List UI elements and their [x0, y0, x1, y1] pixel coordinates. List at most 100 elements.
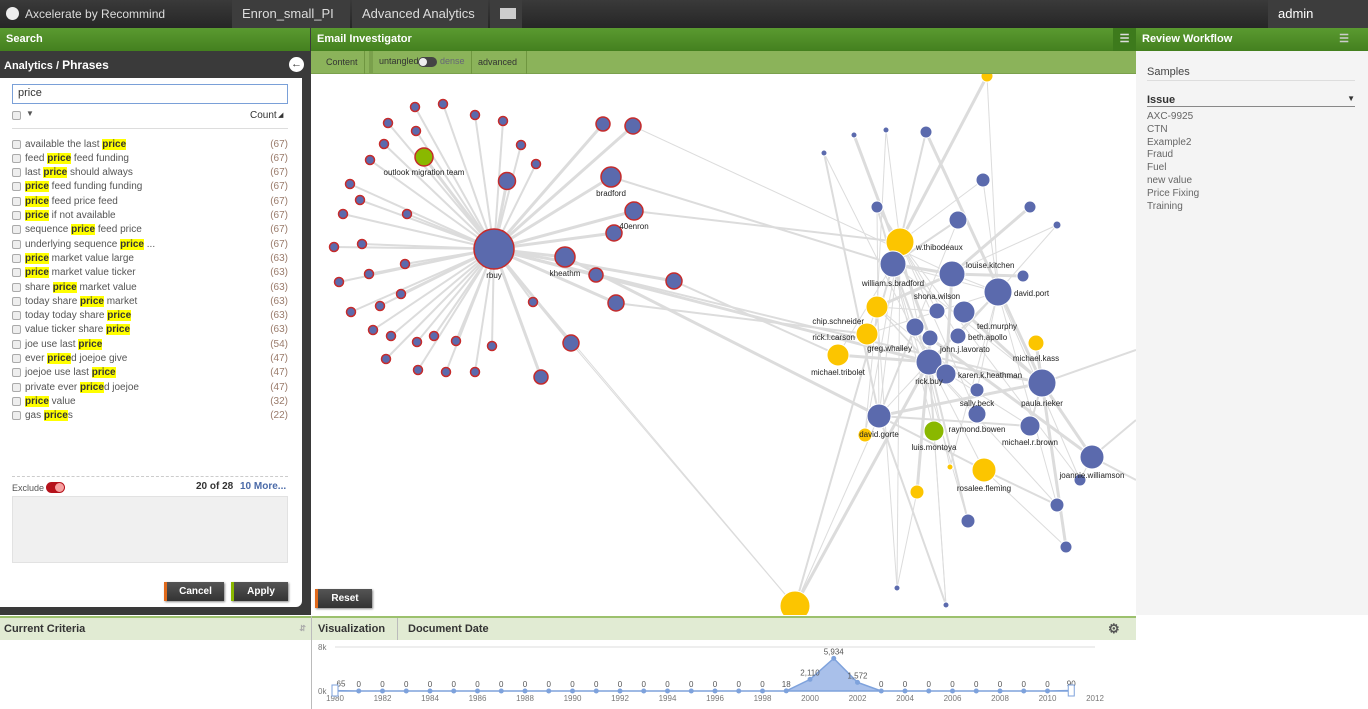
graph-node[interactable] [337, 208, 349, 220]
phrase-item[interactable]: price value (32) [12, 394, 288, 408]
menu-icon[interactable]: ☰ [1339, 33, 1349, 45]
graph-node[interactable] [820, 149, 828, 157]
graph-node[interactable] [935, 363, 957, 385]
graph-node[interactable] [380, 353, 392, 365]
graph-node[interactable] [333, 276, 345, 288]
graph-node[interactable] [409, 101, 421, 113]
phrase-checkbox[interactable] [12, 253, 21, 263]
graph-node[interactable] [486, 340, 498, 352]
phrase-item[interactable]: price market value large (63) [12, 251, 288, 265]
graph-node[interactable] [975, 172, 991, 188]
phrase-item[interactable]: private ever price d joejoe (47) [12, 380, 288, 394]
gear-icon[interactable]: ⚙ [1108, 621, 1120, 636]
graph-node[interactable] [980, 74, 994, 83]
phrase-checkbox[interactable] [12, 153, 21, 163]
graph-node[interactable] [345, 306, 357, 318]
graph-node[interactable] [411, 336, 423, 348]
graph-node[interactable] [850, 131, 858, 139]
graph-node[interactable] [344, 178, 356, 190]
breadcrumb-analytics[interactable]: Analytics / [4, 60, 63, 72]
range-slider-handle[interactable] [331, 684, 339, 697]
graph-node[interactable] [497, 171, 517, 191]
graph-node[interactable] [942, 601, 950, 609]
network-svg[interactable]: rbuy outlook migration team kheathm 40enron… [311, 74, 1136, 615]
graph-node[interactable] [328, 241, 340, 253]
graph-node[interactable] [915, 348, 943, 376]
phrase-item[interactable]: joe use last price (54) [12, 337, 288, 351]
graph-node[interactable] [533, 369, 549, 385]
graph-node[interactable] [399, 258, 411, 270]
graph-node[interactable] [354, 194, 366, 206]
phrase-checkbox[interactable] [12, 239, 21, 249]
graph-node[interactable] [923, 420, 945, 442]
phrase-checkbox[interactable] [12, 182, 21, 192]
graph-node[interactable] [969, 382, 985, 398]
graph-node[interactable] [385, 330, 397, 342]
graph-node[interactable] [952, 300, 976, 324]
select-all-checkbox[interactable] [12, 111, 21, 120]
phrase-item[interactable]: today today share price (63) [12, 309, 288, 323]
phrase-checkbox[interactable] [12, 368, 21, 378]
phrase-checkbox[interactable] [12, 411, 21, 421]
selection-box[interactable] [12, 496, 288, 563]
graph-node[interactable] [605, 224, 623, 242]
layout-toggle[interactable] [418, 57, 437, 67]
graph-node[interactable] [364, 154, 376, 166]
exclude-toggle[interactable] [46, 482, 65, 493]
graph-node[interactable] [1079, 444, 1105, 470]
phrase-checkbox[interactable] [12, 139, 21, 149]
graph-node[interactable] [440, 366, 452, 378]
graph-node[interactable] [879, 250, 907, 278]
graph-node[interactable] [382, 117, 394, 129]
phrase-item[interactable]: share price market value (63) [12, 280, 288, 294]
issue-item[interactable]: CTN [1147, 123, 1168, 135]
issue-item[interactable]: Price Fixing [1147, 187, 1200, 199]
graph-node[interactable] [1059, 540, 1073, 554]
review-title[interactable]: Review Workflow [1142, 33, 1233, 45]
issue-item[interactable]: new value [1147, 175, 1193, 186]
graph-node[interactable] [983, 277, 1013, 307]
content-dropdown[interactable]: Content [315, 51, 365, 74]
phrase-checkbox[interactable] [12, 225, 21, 235]
tab-advanced-analytics[interactable]: Advanced Analytics [352, 0, 488, 28]
range-slider-handle[interactable] [1067, 684, 1075, 697]
graph-node[interactable] [473, 228, 515, 270]
graph-node[interactable] [857, 427, 873, 443]
graph-node[interactable] [410, 125, 422, 137]
phrase-checkbox[interactable] [12, 268, 21, 278]
graph-node[interactable] [1016, 269, 1030, 283]
graph-node[interactable] [1049, 497, 1065, 513]
issue-item[interactable]: Training [1147, 200, 1183, 212]
graph-node[interactable] [395, 288, 407, 300]
graph-node[interactable] [378, 138, 390, 150]
graph-node[interactable] [1023, 200, 1037, 214]
graph-node[interactable] [893, 584, 901, 592]
graph-node[interactable] [607, 294, 625, 312]
graph-node[interactable] [905, 317, 925, 337]
reset-button[interactable]: Reset [315, 589, 372, 608]
phrase-checkbox[interactable] [12, 311, 21, 321]
graph-node[interactable] [497, 115, 509, 127]
graph-node[interactable] [938, 260, 966, 288]
advanced-dropdown[interactable]: advanced [471, 51, 527, 74]
graph-node[interactable] [1073, 473, 1087, 487]
samples-label[interactable]: Samples [1147, 66, 1190, 78]
graph-node[interactable] [948, 210, 968, 230]
graph-node[interactable] [855, 322, 879, 346]
tab-case[interactable]: Enron_small_PI [232, 0, 350, 28]
phrase-item[interactable]: joejoe use last price (47) [12, 366, 288, 380]
graph-node[interactable] [515, 139, 527, 151]
phrase-item[interactable]: today share price market (63) [12, 294, 288, 308]
graph-node[interactable] [401, 208, 413, 220]
phrase-checkbox[interactable] [12, 282, 21, 292]
issue-item[interactable]: Example2 [1147, 136, 1192, 148]
graph-node[interactable] [960, 513, 976, 529]
graph-node[interactable] [595, 116, 611, 132]
graph-node[interactable] [946, 463, 954, 471]
graph-node[interactable] [779, 590, 811, 615]
visualization-dropdown[interactable]: Visualization [312, 618, 398, 640]
phrase-checkbox[interactable] [12, 196, 21, 206]
graph-node[interactable] [624, 201, 644, 221]
phrase-item[interactable]: price market value ticker (63) [12, 266, 288, 280]
graph-node[interactable] [928, 302, 946, 320]
